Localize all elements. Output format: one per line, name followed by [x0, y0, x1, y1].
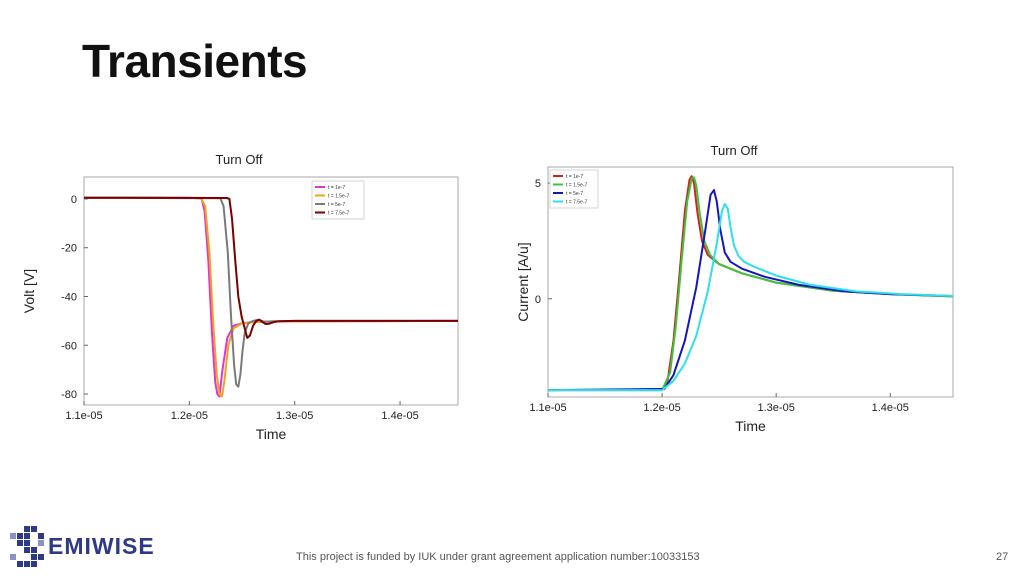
- y-tick-label: 0: [535, 294, 541, 306]
- y-axis-label: Volt [V]: [21, 269, 37, 313]
- semiwise-logo: EMIWISE: [10, 524, 170, 568]
- legend-label: t = 5e-7: [566, 191, 583, 197]
- logo-text: EMIWISE: [48, 533, 155, 559]
- legend-label: t = 7.5e-7: [328, 211, 349, 217]
- chart-title: Turn Off: [711, 143, 758, 158]
- plot-frame: [547, 166, 954, 398]
- x-tick-label: 1.4e-05: [872, 402, 909, 414]
- series-group: [548, 175, 953, 392]
- footer-text: This project is funded by IUK under gran…: [296, 551, 700, 563]
- x-tick-label: 1.1e-05: [529, 402, 566, 414]
- x-axis-label: Time: [256, 426, 287, 442]
- y-tick-label: 5: [535, 178, 541, 190]
- x-tick-label: 1.2e-05: [171, 410, 208, 422]
- plot-frame: [83, 176, 459, 406]
- legend-label: t = 1e-7: [328, 185, 345, 191]
- x-tick-label: 1.2e-05: [643, 402, 680, 414]
- logo-mark-icon: [10, 526, 44, 567]
- page-number: 27: [996, 551, 1009, 563]
- series-line: [84, 196, 458, 339]
- y-axis-label: Current [A/u]: [515, 242, 531, 321]
- x-tick-label: 1.3e-05: [276, 410, 313, 422]
- y-tick-label: -20: [61, 243, 77, 255]
- legend-label: t = 1.5e-7: [566, 183, 587, 189]
- legend-label: t = 1e-7: [566, 174, 583, 180]
- series-line: [548, 203, 953, 392]
- legend-label: t = 1.5e-7: [328, 194, 349, 200]
- x-axis-label: Time: [735, 418, 766, 434]
- series-line: [548, 175, 953, 392]
- series-group: [84, 196, 458, 398]
- y-tick-label: -40: [61, 291, 77, 303]
- y-tick-label: -60: [61, 340, 77, 352]
- legend-label: t = 7.5e-7: [566, 200, 587, 206]
- series-line: [548, 189, 953, 392]
- slide-title: Transients: [82, 35, 308, 87]
- legend-label: t = 5e-7: [328, 202, 345, 208]
- x-tick-label: 1.4e-05: [381, 410, 418, 422]
- y-tick-label: -80: [61, 389, 77, 401]
- chart-title: Turn Off: [216, 152, 263, 167]
- x-tick-label: 1.3e-05: [758, 402, 795, 414]
- y-tick-label: 0: [71, 194, 77, 206]
- series-line: [548, 176, 953, 392]
- x-tick-label: 1.1e-05: [65, 410, 102, 422]
- series-line: [84, 196, 458, 388]
